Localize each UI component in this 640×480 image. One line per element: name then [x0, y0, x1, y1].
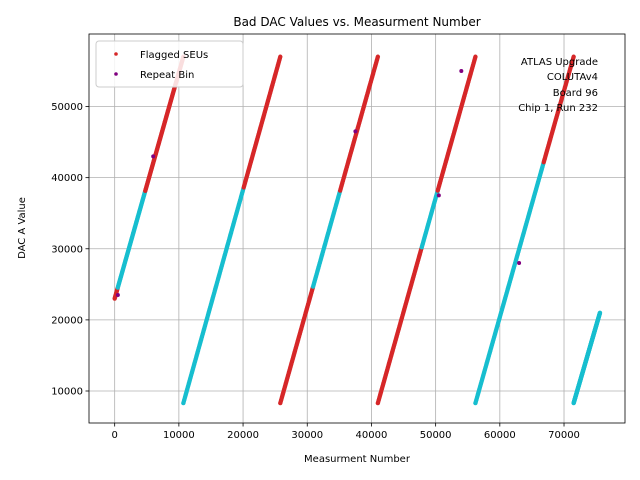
- y-tick-label: 10000: [51, 386, 83, 397]
- data-points: [112, 54, 603, 406]
- repeat-bin-point: [353, 129, 358, 134]
- grid-lines: [89, 34, 625, 423]
- legend-box: [95, 40, 244, 88]
- legend-marker-flagged-seus: [114, 52, 118, 56]
- legend: Flagged SEUs Repeat Bin: [95, 40, 244, 88]
- ramp-4: [375, 54, 478, 406]
- flagged-seu-point: [278, 54, 283, 59]
- x-tick-label: 30000: [291, 430, 323, 441]
- ramp-3: [278, 54, 381, 406]
- legend-label-flagged-seus: Flagged SEUs: [140, 50, 208, 61]
- ramp-5: [473, 54, 576, 406]
- annotation-line-2: COLUTAv4: [547, 72, 598, 83]
- annotation-block: ATLAS Upgrade COLUTAv4 Board 96 Chip 1, …: [518, 57, 598, 114]
- annotation-line-3: Board 96: [553, 88, 598, 99]
- plot-frame: [88, 33, 626, 424]
- x-axis-label: Measurment Number: [304, 454, 411, 465]
- y-tick-label: 20000: [51, 315, 83, 326]
- annotation-line-4: Chip 1, Run 232: [518, 103, 598, 114]
- legend-marker-repeat-bin: [114, 72, 118, 76]
- y-tick-label: 50000: [51, 102, 83, 113]
- ramp-6: [571, 310, 603, 406]
- x-tick-label: 10000: [163, 430, 195, 441]
- x-tick-label: 40000: [356, 430, 388, 441]
- y-tick-label: 40000: [51, 173, 83, 184]
- x-tick-label: 50000: [420, 430, 452, 441]
- repeat-bin-point: [115, 292, 120, 297]
- y-axis-label: DAC A Value: [17, 197, 28, 259]
- bulk-point: [597, 310, 603, 315]
- flagged-seu-point: [571, 54, 576, 59]
- x-tick-label: 20000: [227, 430, 259, 441]
- x-tick-label: 0: [111, 430, 117, 441]
- legend-label-repeat-bin: Repeat Bin: [140, 70, 194, 81]
- repeat-bin-point: [459, 68, 464, 73]
- repeat-bin-point: [151, 154, 156, 159]
- flagged-seu-point: [473, 54, 478, 59]
- repeat-bin-point: [436, 193, 441, 198]
- axis-ticks: 0 10000 20000 30000 40000 50000 60000 70000 1000…: [51, 102, 580, 441]
- annotation-line-1: ATLAS Upgrade: [521, 57, 598, 68]
- x-tick-label: 60000: [484, 430, 516, 441]
- flagged-seu-point: [375, 54, 381, 59]
- chart-title: Bad DAC Values vs. Measurment Number: [233, 15, 480, 29]
- y-tick-label: 30000: [51, 244, 83, 255]
- repeat-bin-point: [517, 260, 522, 265]
- x-tick-label: 70000: [548, 430, 580, 441]
- ramp-2: [181, 54, 283, 406]
